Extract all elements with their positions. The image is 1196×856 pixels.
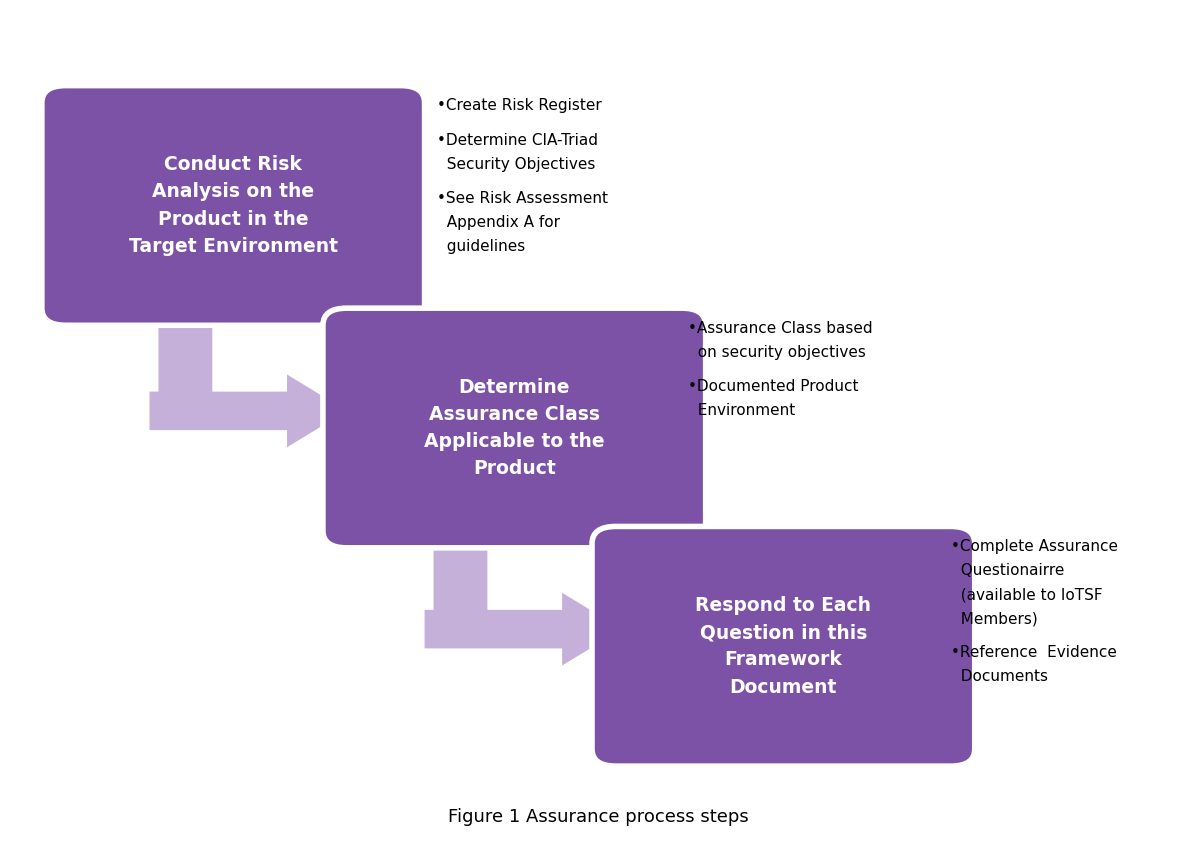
Text: •Reference  Evidence: •Reference Evidence (951, 645, 1117, 661)
Text: •Documented Product: •Documented Product (688, 379, 859, 395)
Text: •Determine CIA-Triad: •Determine CIA-Triad (437, 133, 598, 148)
Text: Figure 1 Assurance process steps: Figure 1 Assurance process steps (447, 808, 749, 827)
Polygon shape (150, 308, 347, 447)
Text: Determine
Assurance Class
Applicable to the
Product: Determine Assurance Class Applicable to … (423, 377, 605, 479)
Text: •See Risk Assessment: •See Risk Assessment (437, 191, 608, 206)
FancyBboxPatch shape (42, 86, 425, 325)
Text: •Create Risk Register: •Create Risk Register (437, 98, 602, 114)
Text: Appendix A for: Appendix A for (437, 215, 560, 230)
Text: Conduct Risk
Analysis on the
Product in the
Target Environment: Conduct Risk Analysis on the Product in … (129, 155, 337, 256)
Text: Members): Members) (951, 611, 1038, 627)
Text: guidelines: guidelines (437, 239, 525, 254)
Text: •Assurance Class based: •Assurance Class based (688, 321, 872, 336)
Text: Respond to Each
Question in this
Framework
Document: Respond to Each Question in this Framewo… (695, 596, 872, 697)
Text: Security Objectives: Security Objectives (437, 157, 594, 172)
FancyBboxPatch shape (323, 308, 706, 548)
Polygon shape (425, 531, 622, 666)
Text: (available to IoTSF: (available to IoTSF (951, 587, 1103, 603)
Text: Environment: Environment (688, 403, 795, 419)
Text: Questionairre: Questionairre (951, 563, 1064, 579)
FancyBboxPatch shape (592, 526, 975, 766)
Text: on security objectives: on security objectives (688, 345, 866, 360)
Text: Documents: Documents (951, 669, 1048, 685)
Text: •Complete Assurance: •Complete Assurance (951, 539, 1118, 555)
